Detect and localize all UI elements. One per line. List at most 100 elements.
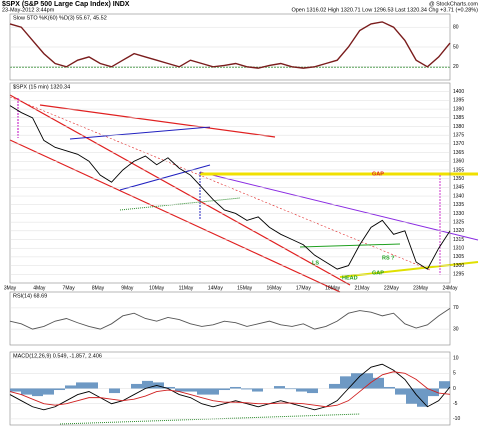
- y-tick-label: 30: [453, 326, 459, 332]
- x-tick-label: 15May: [237, 285, 253, 291]
- y-tick-label: -10: [453, 416, 460, 422]
- y-tick-label: 1385: [453, 115, 464, 121]
- histogram-bar: [164, 386, 175, 389]
- histogram-bar: [153, 382, 164, 389]
- x-tick-label: 4May: [33, 285, 46, 291]
- histogram-bar: [252, 388, 263, 392]
- panel-frame: [9, 291, 451, 346]
- panel-title: RSI(14) 68.69: [13, 293, 47, 299]
- histogram-bar: [417, 388, 428, 407]
- y-tick-label: 1335: [453, 202, 464, 208]
- x-tick-label: 21May: [354, 285, 370, 291]
- histogram-bar: [406, 388, 417, 404]
- histogram-bar: [384, 386, 395, 389]
- y-tick-label: 1300: [453, 263, 464, 269]
- y-tick-label: 1330: [453, 211, 464, 217]
- histogram-bar: [32, 388, 43, 397]
- y-tick-label: 50: [453, 44, 459, 50]
- y-tick-label: 0: [453, 386, 456, 392]
- histogram-bar: [175, 388, 186, 392]
- y-tick-label: 1380: [453, 124, 464, 130]
- x-tick-label: 10May: [149, 285, 165, 291]
- x-tick-label: 18May: [325, 285, 341, 291]
- y-tick-label: 1350: [453, 176, 464, 182]
- histogram-bar: [65, 385, 76, 389]
- annotation: GAP: [372, 270, 384, 276]
- annotation: RS ?: [382, 255, 395, 261]
- x-tick-label: 3May: [4, 285, 17, 291]
- y-tick-label: 1320: [453, 228, 464, 234]
- histogram-bar: [362, 373, 373, 389]
- y-tick-label: 1340: [453, 193, 464, 199]
- y-tick-label: 1400: [453, 89, 464, 95]
- y-tick-label: 1390: [453, 106, 464, 112]
- histogram-bar: [142, 380, 153, 389]
- histogram-bar: [54, 388, 65, 391]
- histogram-bar: [21, 388, 32, 395]
- histogram-bar: [186, 388, 197, 392]
- histogram-bar: [87, 382, 98, 389]
- histogram-bar: [439, 381, 450, 389]
- annotation: LS: [312, 260, 319, 266]
- y-tick-label: 1375: [453, 133, 464, 139]
- histogram-bar: [197, 388, 208, 395]
- x-tick-label: 24May: [442, 285, 458, 291]
- y-tick-label: 1370: [453, 141, 464, 147]
- y-tick-label: 1365: [453, 150, 464, 156]
- y-tick-label: 1325: [453, 219, 464, 225]
- y-tick-label: 1395: [453, 98, 464, 104]
- histogram-bar: [340, 376, 351, 389]
- histogram-bar: [285, 388, 296, 390]
- x-tick-label: 22May: [384, 285, 400, 291]
- histogram-bar: [395, 388, 406, 395]
- y-tick-label: 1345: [453, 185, 464, 191]
- y-tick-label: 1360: [453, 159, 464, 165]
- histogram-bar: [373, 377, 384, 389]
- y-tick-label: 1295: [453, 272, 464, 278]
- y-tick-label: 1310: [453, 246, 464, 252]
- histogram-bar: [274, 386, 285, 389]
- series-line: [9, 21, 451, 69]
- histogram-bar: [428, 388, 439, 397]
- panel-title: Slow STO %K(60) %D(3) 55.67, 45.52: [13, 15, 107, 21]
- histogram-bar: [219, 388, 230, 391]
- histogram-bar: [329, 383, 340, 389]
- histogram-bar: [241, 388, 252, 390]
- histogram-bar: [109, 388, 120, 394]
- date: 23-May-2012 3:44pm: [2, 7, 55, 13]
- histogram-bar: [208, 388, 219, 395]
- series-line: [9, 105, 451, 270]
- y-tick-label: 1355: [453, 167, 464, 173]
- x-tick-label: 11May: [179, 285, 194, 291]
- histogram-bar: [307, 388, 318, 394]
- x-tick-label: 14May: [208, 285, 224, 291]
- trend-lines: [9, 66, 479, 425]
- histogram-bar: [43, 388, 54, 395]
- x-tick-label: 7May: [63, 285, 76, 291]
- histogram-bar: [230, 386, 241, 389]
- histogram-bar: [76, 382, 87, 389]
- y-tick-label: 70: [453, 305, 459, 311]
- source: @ StockCharts.com: [429, 1, 478, 7]
- panel-title: MACD(12,26,9) 0.549, -1.857, 2.406: [13, 353, 102, 359]
- symbol: $SPX (S&P 500 Large Cap Index) INDX: [2, 1, 130, 8]
- histogram-bar: [351, 373, 362, 389]
- panel-frame: [9, 82, 451, 284]
- annotation: GAP: [372, 171, 384, 177]
- y-tick-label: 20: [453, 64, 459, 70]
- series-line: [9, 308, 451, 330]
- y-tick-label: 10: [453, 355, 459, 361]
- y-tick-label: 80: [453, 25, 459, 31]
- series-line: [9, 371, 451, 408]
- x-tick-label: 16May: [266, 285, 282, 291]
- y-tick-label: 5: [453, 371, 456, 377]
- x-tick-label: 9May: [121, 285, 134, 291]
- panel-title: $SPX (15 min) 1320.34: [13, 84, 70, 90]
- y-tick-label: 1305: [453, 254, 464, 260]
- x-tick-label: 8May: [92, 285, 105, 291]
- y-tick-label: -5: [453, 401, 458, 407]
- annotation: HEAD: [342, 275, 358, 281]
- histogram-bar: [10, 388, 21, 392]
- x-tick-label: 17May: [296, 285, 312, 291]
- x-tick-label: 23May: [413, 285, 429, 291]
